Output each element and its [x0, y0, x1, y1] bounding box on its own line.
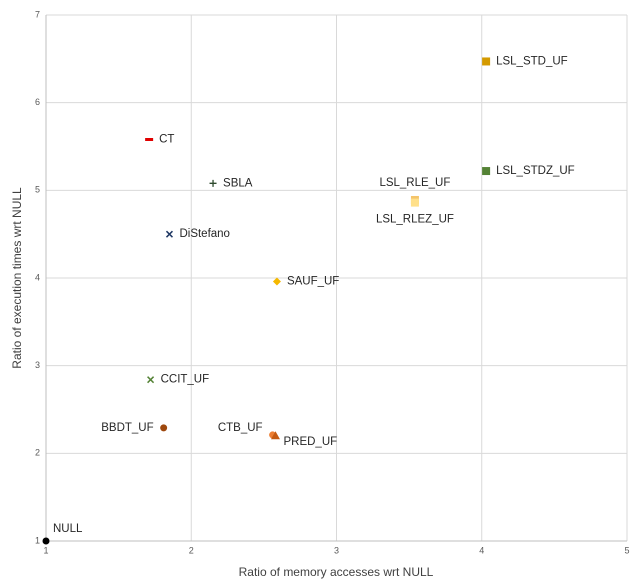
point-label: NULL — [53, 523, 83, 535]
x-tick-label: 4 — [479, 545, 484, 555]
point-label: PRED_UF — [283, 436, 337, 448]
point-label: CTB_UF — [218, 422, 263, 434]
point — [270, 431, 280, 440]
point-label: LSL_STDZ_UF — [496, 165, 575, 177]
x-tick-label: 5 — [624, 545, 629, 555]
point — [272, 277, 281, 286]
y-tick-label: 1 — [35, 535, 40, 545]
point-label: CCIT_UF — [161, 374, 210, 386]
point — [160, 424, 168, 432]
y-tick-label: 2 — [35, 448, 40, 458]
y-tick-label: 4 — [35, 272, 40, 282]
y-tick-label: 5 — [35, 185, 40, 195]
y-tick-label: 3 — [35, 360, 40, 370]
point-label: LSL_STD_UF — [496, 55, 568, 67]
point-label: SAUF_UF — [287, 276, 339, 288]
point — [42, 537, 50, 545]
x-tick-label: 3 — [334, 545, 339, 555]
point — [482, 167, 491, 176]
x-tick-label: 1 — [43, 545, 48, 555]
point-label: LSL_RLE_UF — [379, 177, 450, 189]
x-axis-label: Ratio of memory accesses wrt NULL — [239, 565, 434, 579]
point — [209, 179, 217, 187]
y-tick-label: 7 — [35, 9, 40, 19]
y-tick-label: 6 — [35, 97, 40, 107]
point — [410, 198, 419, 207]
y-axis-label: Ratio of execution times wrt NULL — [10, 187, 24, 369]
point-label: CT — [159, 134, 174, 146]
point-label: DiStefano — [179, 228, 230, 240]
point-label: SBLA — [223, 177, 253, 189]
point-label: BBDT_UF — [101, 422, 153, 434]
point — [165, 230, 173, 238]
point — [147, 376, 155, 384]
point-label: LSL_RLEZ_UF — [376, 214, 454, 226]
x-tick-label: 2 — [189, 545, 194, 555]
point — [482, 57, 491, 66]
